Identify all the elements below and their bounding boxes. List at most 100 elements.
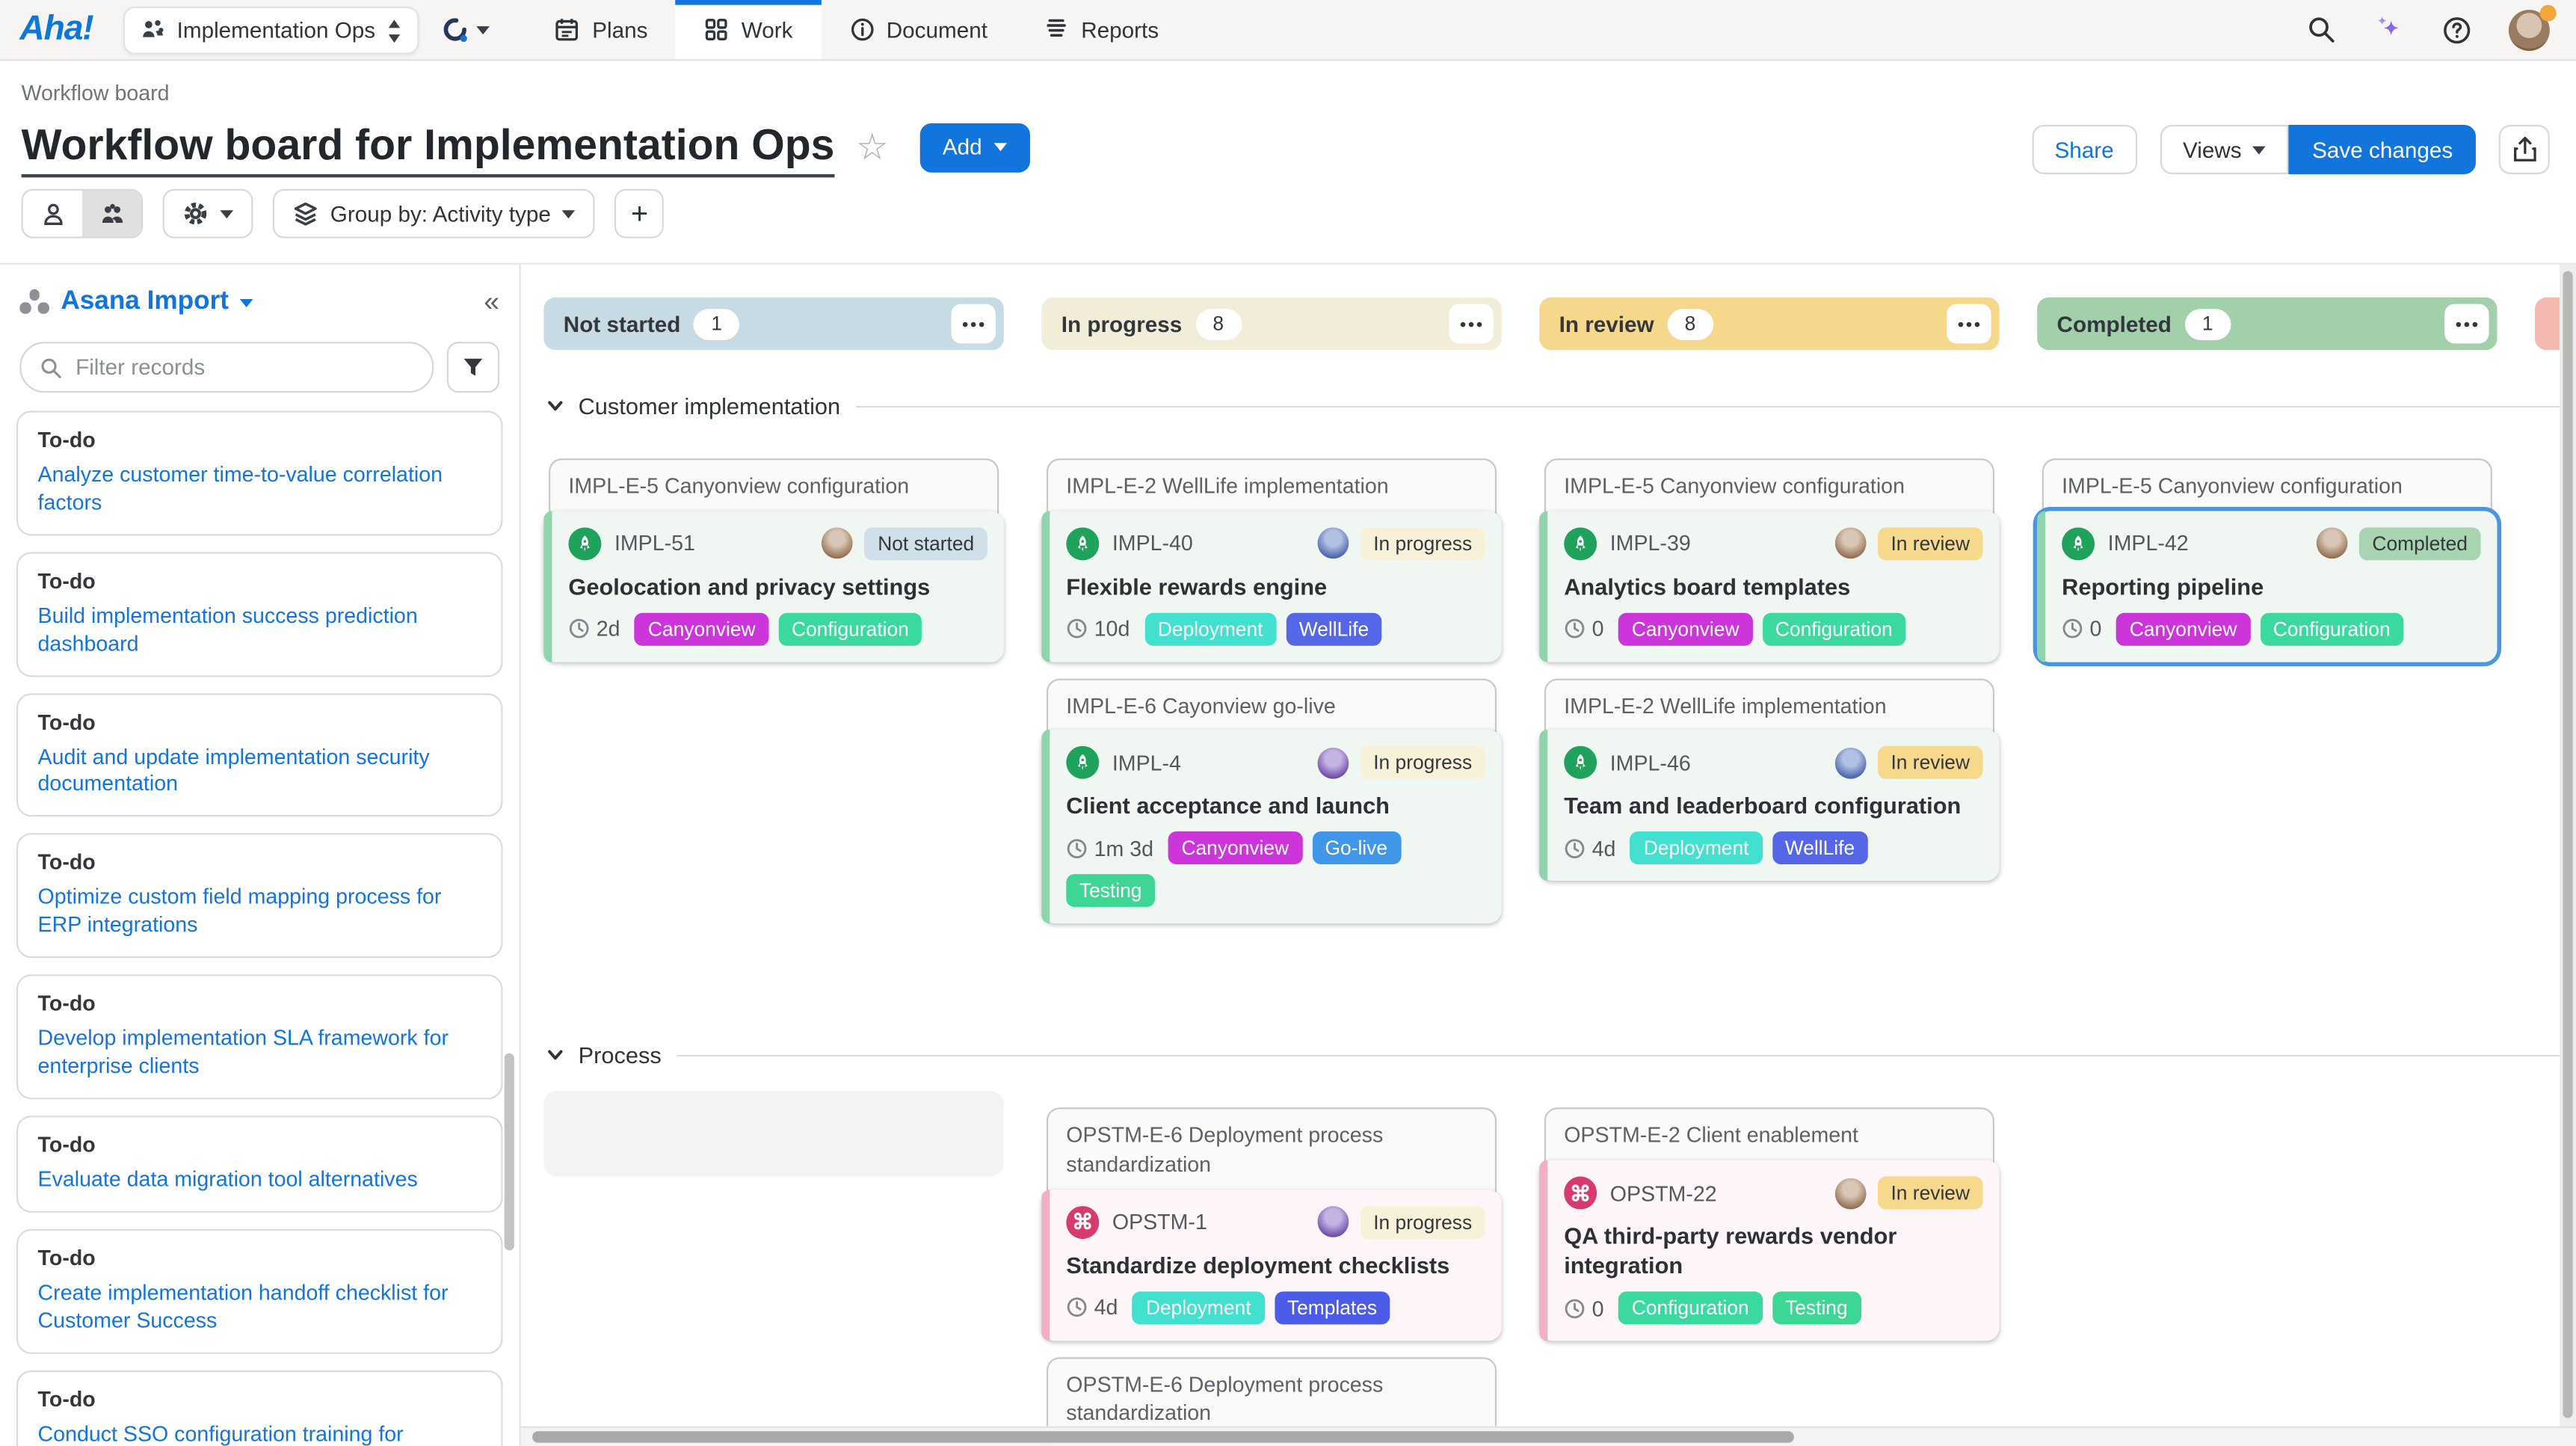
record-link[interactable]: Build implementation success prediction … <box>37 603 418 656</box>
help-icon[interactable] <box>2441 14 2473 46</box>
list-item[interactable]: To-do Build implementation success predi… <box>16 551 503 677</box>
estimate-value: 10d <box>1094 616 1130 642</box>
tag[interactable]: Canyonview <box>635 612 769 646</box>
tag[interactable]: Testing <box>1066 875 1156 908</box>
column-name: Not started <box>563 311 681 336</box>
work-card[interactable]: IMPL-40 In progress Flexible rewards eng… <box>1041 510 1502 662</box>
tag[interactable]: WellLife <box>1286 612 1382 646</box>
page-title[interactable]: Workflow board for Implementation Ops <box>21 118 835 177</box>
tag[interactable]: Configuration <box>778 612 922 646</box>
card-title[interactable]: Analytics board templates <box>1564 573 1851 600</box>
scrollbar-thumb[interactable] <box>2563 271 2573 1418</box>
tag[interactable]: Canyonview <box>1168 832 1302 866</box>
tab-reports[interactable]: Reports <box>1015 0 1186 59</box>
share-button[interactable]: Share <box>2031 125 2137 174</box>
board-horizontal-scrollbar[interactable] <box>520 1426 2576 1446</box>
tag[interactable]: Go-live <box>1311 832 1401 866</box>
filter-button[interactable] <box>446 342 500 393</box>
tag[interactable]: Deployment <box>1133 1290 1265 1324</box>
tag[interactable]: Deployment <box>1144 612 1277 646</box>
calendar-icon <box>555 16 581 43</box>
tag[interactable]: Configuration <box>1618 1292 1763 1326</box>
list-item[interactable]: To-do Analyze customer time-to-value cor… <box>16 410 503 535</box>
work-card[interactable]: IMPL-4 In progress Client acceptance and… <box>1041 730 1502 925</box>
record-link[interactable]: Audit and update implementation security… <box>37 743 430 796</box>
chevron-down-icon <box>2253 145 2267 154</box>
ellipsis-icon <box>970 321 976 327</box>
tag[interactable]: Configuration <box>2260 612 2404 646</box>
column-menu-button[interactable] <box>1449 304 1494 344</box>
tab-work[interactable]: Work <box>675 0 822 60</box>
list-item[interactable]: To-do Conduct SSO configuration training… <box>16 1369 503 1446</box>
clock-icon <box>1067 839 1087 858</box>
work-card-selected[interactable]: IMPL-42 Completed Reporting pipeline <box>2037 510 2498 662</box>
ai-sparkle-icon[interactable] <box>2372 13 2405 46</box>
filter-records-input[interactable]: Filter records <box>19 342 434 393</box>
card-title[interactable]: Geolocation and privacy settings <box>568 573 931 600</box>
column-menu-button[interactable] <box>951 304 996 344</box>
single-person-view-button[interactable] <box>23 191 82 237</box>
record-link[interactable]: Develop implementation SLA framework for… <box>37 1025 449 1078</box>
list-item[interactable]: To-do Create implementation handoff chec… <box>16 1228 503 1353</box>
list-item[interactable]: To-do Optimize custom field mapping proc… <box>16 833 503 959</box>
record-link[interactable]: Conduct SSO configuration training for i… <box>37 1421 404 1446</box>
tag[interactable]: Templates <box>1274 1290 1390 1324</box>
card-title[interactable]: Client acceptance and launch <box>1066 792 1390 819</box>
tag[interactable]: WellLife <box>1772 832 1868 866</box>
divider <box>676 1054 2576 1057</box>
card-title[interactable]: Team and leaderboard configuration <box>1564 792 1962 819</box>
scrollbar-thumb[interactable] <box>532 1431 1794 1443</box>
sidebar-scrollbar[interactable] <box>504 1053 514 1251</box>
record-link[interactable]: Create implementation handoff checklist … <box>37 1279 449 1332</box>
card-title[interactable]: Standardize deployment checklists <box>1066 1251 1450 1278</box>
clock-icon <box>2062 619 2083 639</box>
aha-logo[interactable]: Aha! <box>19 10 93 48</box>
feature-rocket-icon <box>1066 526 1100 560</box>
clock-icon <box>1565 619 1585 639</box>
card-title[interactable]: Reporting pipeline <box>2062 573 2264 600</box>
record-link[interactable]: Optimize custom field mapping process fo… <box>37 884 442 938</box>
card-title[interactable]: QA third-party rewards vendor integratio… <box>1564 1222 1897 1279</box>
column-menu-button[interactable] <box>1947 304 1991 344</box>
collapse-sidebar-button[interactable] <box>484 286 499 319</box>
work-card[interactable]: IMPL-46 In review Team and leaderboard c… <box>1539 730 2000 882</box>
tag[interactable]: Canyonview <box>1618 612 1753 646</box>
add-button[interactable]: Add <box>919 123 1030 173</box>
work-card[interactable]: ⌘ OPSTM-1 In progress Standardize deploy… <box>1041 1189 1502 1341</box>
record-link[interactable]: Analyze customer time-to-value correlati… <box>37 461 443 514</box>
board-vertical-scrollbar[interactable] <box>2560 264 2576 1428</box>
work-card[interactable]: IMPL-51 Not started Geolocation and priv… <box>543 510 1004 662</box>
group-by-button[interactable]: Group by: Activity type <box>272 188 596 239</box>
card-title[interactable]: Flexible rewards engine <box>1066 573 1328 600</box>
record-status: To-do <box>37 427 96 452</box>
add-view-button[interactable]: + <box>614 188 665 239</box>
swimlane-customer-implementation[interactable]: Customer implementation <box>543 390 2576 422</box>
tab-document[interactable]: Document <box>821 0 1015 59</box>
work-card[interactable]: ⌘ OPSTM-22 In review QA third-party rewa… <box>1539 1160 2000 1343</box>
list-item[interactable]: To-do Develop implementation SLA framewo… <box>16 974 503 1100</box>
swimlane-process[interactable]: Process <box>543 1039 2576 1072</box>
work-card[interactable]: IMPL-39 In review Analytics board templa… <box>1539 510 2000 662</box>
user-avatar[interactable] <box>2508 4 2557 51</box>
settings-button[interactable] <box>162 188 253 239</box>
tag[interactable]: Canyonview <box>2116 612 2250 646</box>
workspace-selector[interactable]: Implementation Ops <box>123 5 420 54</box>
tag[interactable]: Configuration <box>1762 612 1906 646</box>
filter-placeholder: Filter records <box>76 354 206 380</box>
product-switcher[interactable] <box>443 16 490 43</box>
views-button[interactable]: Views <box>2160 125 2290 174</box>
import-source-selector[interactable]: Asana Import <box>61 287 229 316</box>
record-link[interactable]: Evaluate data migration tool alternative… <box>37 1166 418 1192</box>
tab-plans[interactable]: Plans <box>526 0 676 59</box>
tag[interactable]: Testing <box>1772 1292 1861 1326</box>
export-button[interactable] <box>2498 125 2550 174</box>
favorite-star-icon[interactable]: ☆ <box>856 126 889 167</box>
list-item[interactable]: To-do Audit and update implementation se… <box>16 692 503 818</box>
tag[interactable]: Deployment <box>1630 832 1763 866</box>
list-item[interactable]: To-do Evaluate data migration tool alter… <box>16 1116 503 1213</box>
search-icon[interactable] <box>2307 15 2337 45</box>
save-changes-button[interactable]: Save changes <box>2289 125 2476 174</box>
column-menu-button[interactable] <box>2444 304 2489 344</box>
column-name: In progress <box>1061 311 1183 336</box>
team-view-button[interactable] <box>81 190 142 237</box>
